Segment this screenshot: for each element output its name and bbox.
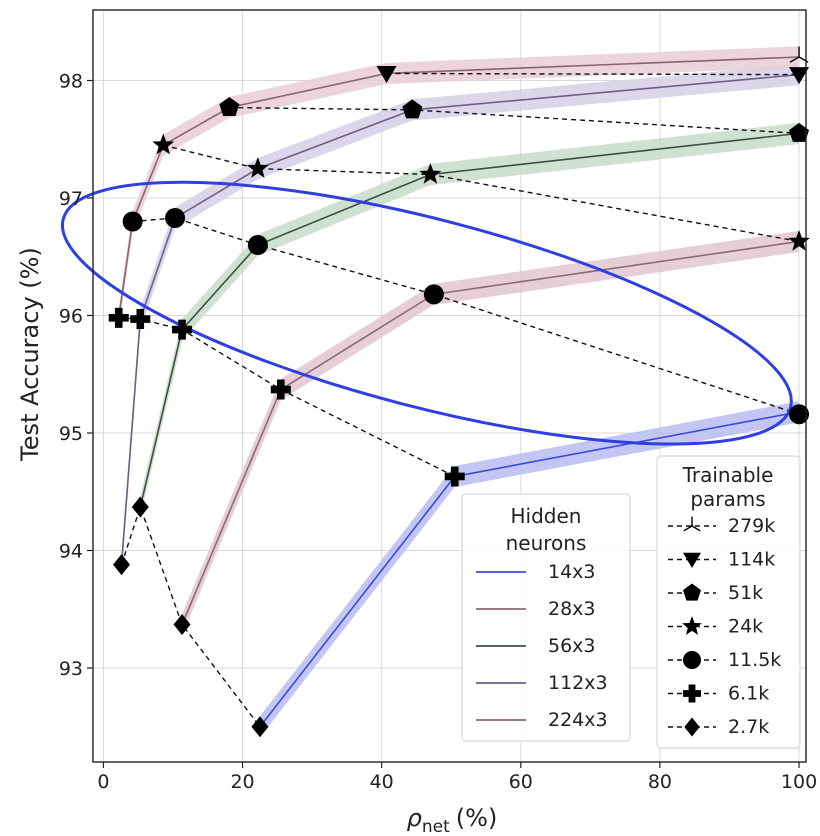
legend-hidden-item: 224x3 [476, 709, 608, 731]
marker-114k-point [789, 67, 810, 85]
y-tick-label: 94 [59, 541, 83, 563]
x-axis-label-unit: (%) [456, 804, 498, 832]
legend-params-label: 2.7k [728, 716, 769, 738]
legend-hidden-item: 28x3 [476, 598, 596, 620]
line-28x3 [181, 240, 800, 625]
marker-11.5k-point [165, 207, 186, 228]
marker-24k-point [419, 163, 442, 184]
legend-marker-11.5k [683, 651, 701, 669]
legend-params-item: 51k [668, 582, 763, 604]
x-axis-label: ρnet (%) [407, 804, 498, 836]
marker-6.1k-point [270, 379, 291, 400]
legend-params-item: 11.5k [668, 649, 781, 671]
y-tick-label: 98 [59, 71, 83, 93]
legend-hidden-label: 14x3 [548, 561, 596, 583]
plot-frame [92, 9, 807, 763]
legend-marker-24k [682, 616, 702, 635]
y-axis-label: Test Accuracy (%) [16, 247, 44, 462]
marker-2.7k-point [251, 716, 269, 738]
legend-hidden-item: 56x3 [476, 635, 596, 657]
band-14x3 [259, 401, 800, 738]
legend-params-label: 114k [728, 549, 775, 571]
legend-params-item: 2.7k [668, 716, 769, 738]
marker-24k-point [788, 229, 810, 251]
marker-11.5k-point [122, 211, 143, 232]
legend-params-item: 6.1k [668, 683, 769, 705]
dashed-51k [229, 106, 800, 135]
marker-11.5k-point [247, 235, 268, 255]
x-axis-label-symbol: ρ [407, 804, 422, 832]
marker-2.7k-point [113, 554, 131, 576]
dashed-24k [163, 144, 800, 243]
legend-params-label: 11.5k [728, 649, 781, 671]
legend-params-item: 279k [668, 515, 775, 537]
highlight-ellipse [60, 180, 793, 446]
marker-11.5k-point [423, 284, 444, 305]
legend-marker-114k [683, 552, 701, 569]
highlight-ellipse-layer [60, 180, 793, 446]
legend-params-item: 24k [668, 616, 763, 638]
y-tick-label: 93 [59, 658, 83, 680]
legend-hidden-item: 112x3 [476, 672, 608, 694]
marker-6.1k-point [172, 319, 193, 340]
legend-params-label: 24k [728, 616, 763, 638]
x-axis-label-subscript: net [422, 817, 450, 836]
x-tick-label: 20 [230, 771, 254, 793]
x-tick-label: 80 [648, 771, 672, 793]
marker-51k-point [789, 122, 810, 142]
line-224x3 [117, 56, 800, 318]
x-tick-label: 100 [781, 771, 817, 793]
marker-114k-point [376, 65, 397, 83]
x-tick-label: 60 [509, 771, 533, 793]
legend-params-label: 6.1k [728, 683, 769, 705]
legend-params-title-1: Trainable [682, 463, 774, 487]
marker-51k-point [402, 99, 423, 119]
legend-params-item: 114k [668, 549, 775, 571]
legend-marker-6.1k [683, 684, 701, 703]
legend-hidden-label: 224x3 [548, 709, 608, 731]
marker-2.7k-point [173, 614, 191, 636]
legend-marker-51k [683, 583, 701, 601]
marker-24k-point [152, 133, 175, 155]
dashed-6.1k [118, 317, 456, 478]
legend-params-label: 51k [728, 582, 763, 604]
x-tick-label: 40 [370, 771, 394, 793]
legend-trainable-params: Trainable params 279k 114k 51k 24k 11.5k 6.1k… [656, 455, 801, 749]
marker-2.7k-point [131, 496, 149, 518]
dashed-2.7k [120, 504, 261, 728]
line-112x3 [120, 73, 800, 565]
marker-11.5k-point [789, 404, 810, 425]
legend-hidden-neurons: Hidden neurons 14x3 28x3 56x3 112x3 224x3 [461, 493, 631, 742]
legend-params-title-2: params [690, 487, 765, 511]
marker-6.1k-point [108, 307, 129, 328]
param-markers [108, 46, 810, 738]
legend-hidden-label: 28x3 [548, 598, 596, 620]
marker-6.1k-point [130, 309, 151, 330]
marker-24k-point [246, 157, 269, 178]
band-56x3 [140, 122, 800, 518]
legend-marker-279k [683, 516, 701, 532]
legend-hidden-title-2: neurons [506, 531, 587, 555]
dashed-114k [386, 72, 800, 76]
y-tick-label: 97 [59, 188, 83, 210]
marker-6.1k-point [444, 466, 465, 487]
marker-51k-point [219, 97, 240, 117]
legend-hidden-label: 112x3 [548, 672, 608, 694]
legend-marker-2.7k [684, 717, 700, 737]
legend-hidden-item: 14x3 [476, 561, 596, 583]
legend-params-label: 279k [728, 515, 775, 537]
legend-hidden-title-1: Hidden [511, 504, 582, 528]
confidence-bands [118, 46, 800, 738]
legend-hidden-label: 56x3 [548, 635, 596, 657]
y-tick-label: 96 [59, 306, 83, 328]
x-tick-label: 0 [97, 771, 109, 793]
y-tick-label: 95 [59, 423, 83, 445]
axis-ticks: 0 20 40 60 80 100 93 94 95 96 97 98 [59, 71, 817, 794]
